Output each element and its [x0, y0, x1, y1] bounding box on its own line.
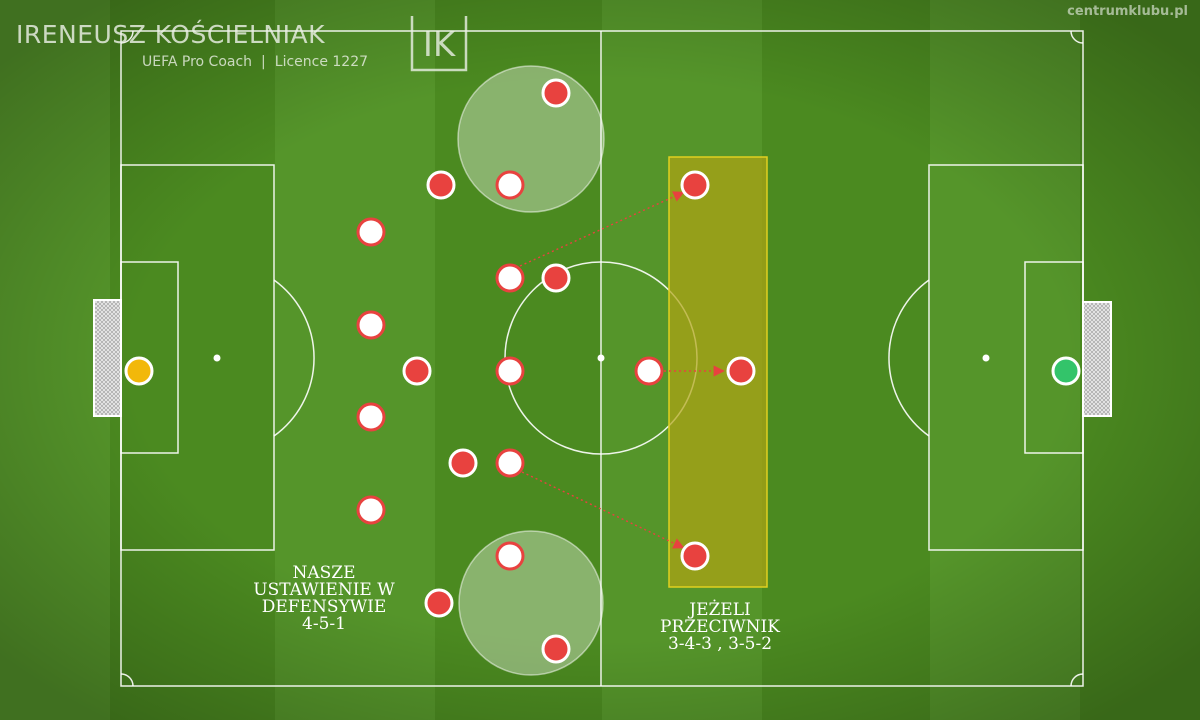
coach-credentials: UEFA Pro Coach | Licence 1227: [142, 54, 368, 70]
right-goal: [1082, 301, 1112, 417]
opponent-player[interactable]: [424, 588, 454, 618]
opponent-player[interactable]: [541, 263, 571, 293]
our-formation-caption: NASZE USTAWIENIE W DEFENSYWIE 4-5-1: [234, 565, 414, 633]
right-penalty-spot: [982, 354, 990, 362]
caption-line: 3-4-3 , 3-5-2: [667, 634, 773, 654]
logo-letters: IK: [423, 25, 457, 65]
our-player[interactable]: [356, 495, 386, 525]
our-player[interactable]: [495, 170, 525, 200]
opponent-player[interactable]: [426, 170, 456, 200]
opponent-goalkeeper[interactable]: [1051, 356, 1081, 386]
center-spot: [597, 354, 605, 362]
caption-line: PRZECIWNIK: [660, 617, 780, 637]
caption-line: 4-5-1: [302, 614, 346, 634]
our-player[interactable]: [495, 263, 525, 293]
opponent-player[interactable]: [402, 356, 432, 386]
our-player[interactable]: [495, 448, 525, 478]
opponent-player[interactable]: [680, 541, 710, 571]
ik-logo: IK: [410, 16, 468, 72]
website-link[interactable]: centrumklubu.pl: [1067, 4, 1188, 19]
opponent-team: [402, 78, 756, 664]
opponent-player[interactable]: [448, 448, 478, 478]
coach-licence: Licence 1227: [274, 54, 369, 70]
our-player[interactable]: [356, 310, 386, 340]
our-player[interactable]: [495, 356, 525, 386]
caption-line: JEŻELI: [689, 600, 751, 620]
opponent-player[interactable]: [541, 78, 571, 108]
our-player[interactable]: [356, 217, 386, 247]
opponent-player[interactable]: [726, 356, 756, 386]
pressing-zone-top: [457, 65, 605, 213]
coach-name: IRENEUSZ KOŚCIELNIAK: [16, 20, 325, 49]
left-goal: [93, 299, 122, 417]
opponent-formation-caption: JEŻELI PRZECIWNIK 3-4-3 , 3-5-2: [630, 602, 810, 653]
caption-line: NASZE: [292, 563, 356, 583]
our-goalkeeper[interactable]: [124, 356, 154, 386]
opponent-player[interactable]: [680, 170, 710, 200]
left-penalty-spot: [213, 354, 221, 362]
credentials-separator: |: [261, 54, 266, 70]
our-player[interactable]: [634, 356, 664, 386]
our-player[interactable]: [495, 541, 525, 571]
caption-line: DEFENSYWIE: [261, 597, 387, 617]
our-team: [356, 170, 664, 571]
our-player[interactable]: [356, 402, 386, 432]
caption-line: USTAWIENIE W: [253, 580, 395, 600]
pressing-zone-bottom: [458, 530, 604, 676]
opponent-player[interactable]: [541, 634, 571, 664]
coach-qualification: UEFA Pro Coach: [142, 54, 253, 70]
